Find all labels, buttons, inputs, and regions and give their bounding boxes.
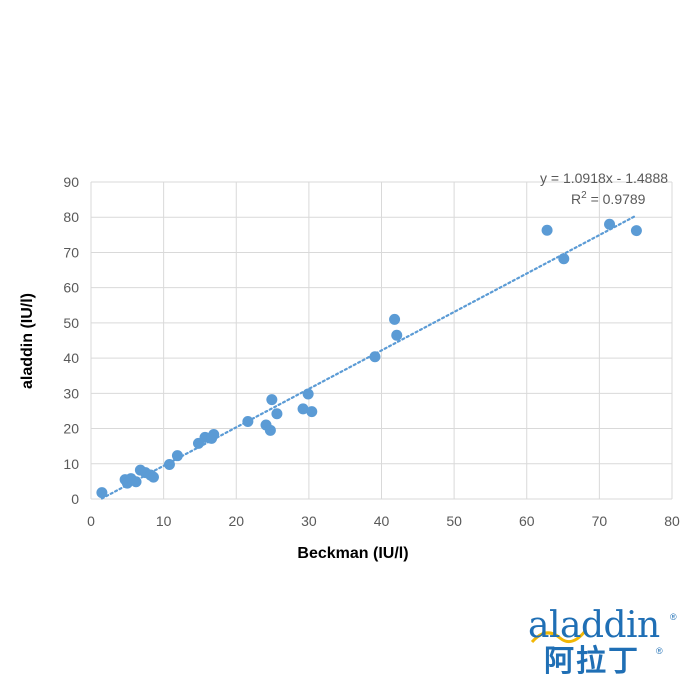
- data-point: [558, 253, 570, 265]
- data-point: [163, 458, 175, 470]
- y-tick-label: 0: [71, 491, 79, 507]
- data-point: [171, 450, 183, 462]
- y-tick-label: 20: [63, 421, 79, 437]
- data-points: [96, 218, 642, 499]
- x-tick-label: 40: [374, 513, 390, 529]
- data-point: [541, 224, 553, 236]
- x-tick-label: 30: [301, 513, 317, 529]
- registered-mark: ®: [670, 612, 677, 622]
- data-point: [264, 424, 276, 436]
- data-point: [208, 429, 220, 441]
- trendline-layer: [100, 214, 638, 500]
- data-point: [369, 351, 381, 363]
- y-tick-label: 60: [63, 280, 79, 296]
- y-tick-label: 40: [63, 350, 79, 366]
- registered-mark-cn: ®: [656, 646, 663, 656]
- data-point: [604, 218, 616, 230]
- data-point: [302, 388, 314, 400]
- data-point: [297, 403, 309, 415]
- x-tick-label: 60: [519, 513, 535, 529]
- trendline: [100, 214, 638, 500]
- data-point: [391, 329, 403, 341]
- y-tick-label: 90: [63, 174, 79, 190]
- data-point: [389, 313, 401, 325]
- logo-chinese-text: 阿拉丁: [544, 644, 640, 679]
- y-tick-label: 50: [63, 315, 79, 331]
- y-tick-label: 80: [63, 209, 79, 225]
- x-tick-label: 50: [446, 513, 462, 529]
- data-point: [306, 406, 318, 418]
- r-squared-label: R2 = 0.9789: [571, 190, 646, 207]
- y-axis-title: aladdin (IU/l): [19, 293, 36, 389]
- aladdin-logo: aladdin ® 阿拉丁 ®: [528, 606, 678, 686]
- x-tick-label: 0: [87, 513, 95, 529]
- logo-swoosh-icon: [530, 629, 588, 644]
- grid-lines: [90, 181, 673, 500]
- x-tick-label: 10: [156, 513, 172, 529]
- trendline-equation: y = 1.0918x - 1.4888: [540, 170, 668, 186]
- data-point: [630, 225, 642, 237]
- y-tick-label: 70: [63, 244, 79, 260]
- x-tick-label: 20: [228, 513, 244, 529]
- y-tick-label: 10: [63, 456, 79, 472]
- data-point: [242, 416, 254, 428]
- y-tick-label: 30: [63, 385, 79, 401]
- x-tick-label: 80: [664, 513, 680, 529]
- data-point: [147, 471, 159, 483]
- tick-labels: 0 10 20 30 40 50 60 70 80 0 10 20 30 40 50 60 70 80 90: [63, 174, 680, 529]
- data-point: [271, 408, 283, 420]
- data-point: [130, 476, 142, 488]
- data-point: [266, 394, 278, 406]
- logo-latin-text: aladdin: [528, 605, 660, 646]
- data-point: [96, 487, 108, 499]
- x-tick-label: 70: [592, 513, 608, 529]
- x-axis-title: Beckman (IU/l): [297, 545, 408, 562]
